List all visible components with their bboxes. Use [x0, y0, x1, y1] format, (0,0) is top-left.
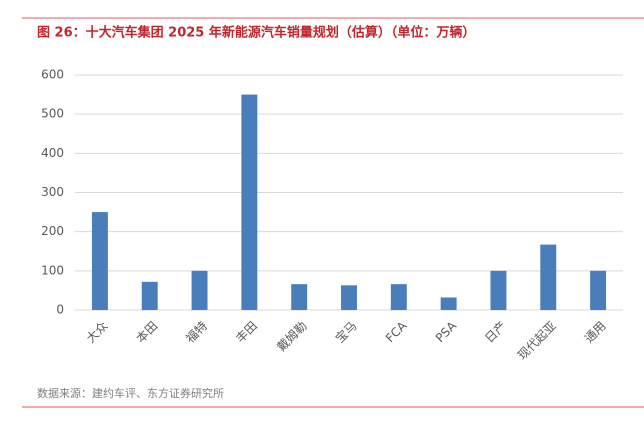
x-tick-label: 现代起亚 — [515, 319, 559, 363]
bar — [540, 244, 557, 310]
bar — [390, 284, 407, 310]
bar — [341, 285, 357, 310]
y-tick-label: 100 — [41, 263, 64, 277]
bar — [191, 270, 208, 310]
y-tick-label: 200 — [41, 224, 64, 238]
y-tick-label: 300 — [41, 185, 64, 199]
bar — [91, 212, 108, 310]
bar — [291, 284, 308, 310]
chart-title: 图 26：十大汽车集团 2025 年新能源汽车销量规划（估算）（单位：万辆） — [37, 25, 475, 41]
source-note: 数据来源：建约车评、东方证券研究所 — [37, 386, 224, 400]
x-tick-label: 宝马 — [333, 319, 360, 346]
x-tick-label: 本田 — [133, 319, 160, 346]
x-tick-label: 大众 — [84, 319, 111, 346]
x-tick-label: 福特 — [183, 318, 211, 346]
bar — [490, 270, 507, 310]
bar — [590, 270, 607, 310]
y-tick-label: 600 — [41, 68, 64, 82]
bar — [141, 281, 158, 310]
x-tick-label: PSA — [433, 318, 460, 345]
bar — [241, 94, 258, 310]
y-tick-label: 400 — [41, 146, 64, 160]
y-tick-label: 0 — [56, 303, 64, 317]
x-tick-label: 丰田 — [233, 319, 260, 346]
bar — [440, 297, 457, 310]
x-tick-label: 通用 — [582, 319, 609, 346]
y-tick-label: 500 — [41, 107, 64, 121]
x-tick-label: 日产 — [482, 319, 509, 346]
x-tick-label: 戴姆勒 — [274, 318, 310, 354]
x-tick-label: FCA — [383, 318, 410, 345]
